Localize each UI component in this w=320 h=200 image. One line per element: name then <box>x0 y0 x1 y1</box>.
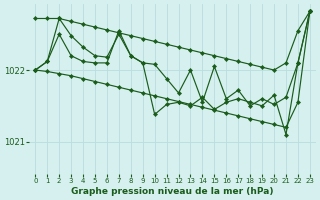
X-axis label: Graphe pression niveau de la mer (hPa): Graphe pression niveau de la mer (hPa) <box>71 187 274 196</box>
